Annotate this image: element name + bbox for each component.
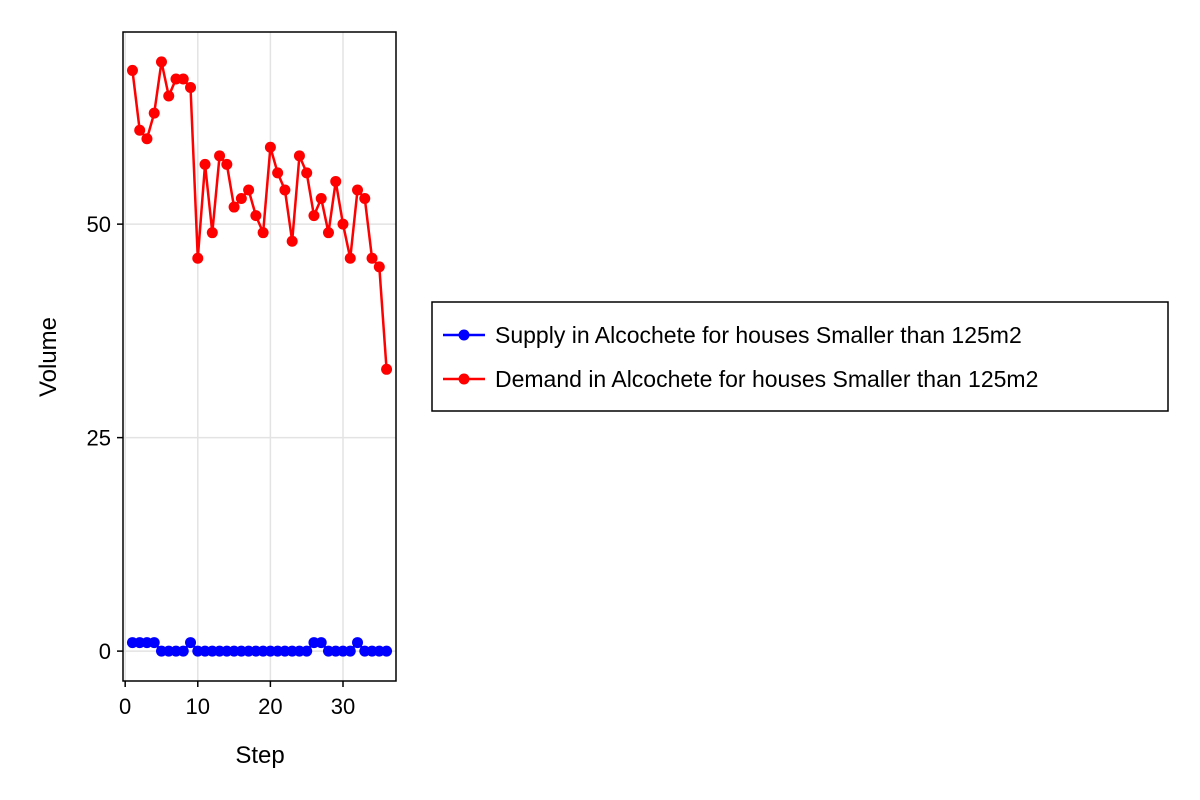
data-point-demand — [322, 227, 334, 239]
data-point-supply — [301, 645, 313, 657]
data-point-demand — [243, 184, 255, 196]
x-tick-label: 10 — [186, 694, 210, 719]
y-axis-label: Volume — [35, 317, 62, 397]
series-group — [126, 56, 393, 657]
data-point-demand — [206, 227, 218, 239]
data-point-demand — [228, 201, 240, 213]
series-demand — [126, 56, 393, 375]
data-point-demand — [221, 158, 233, 170]
data-point-demand — [315, 193, 327, 205]
data-point-supply — [315, 637, 327, 649]
data-point-demand — [199, 158, 211, 170]
data-point-demand — [301, 167, 313, 179]
data-point-demand — [177, 73, 189, 85]
data-point-demand — [214, 150, 226, 162]
legend-label-demand: Demand in Alcochete for houses Smaller t… — [495, 366, 1038, 392]
data-point-demand — [272, 167, 284, 179]
plot-frame — [122, 31, 397, 682]
data-point-supply — [177, 645, 189, 657]
data-point-demand — [257, 227, 269, 239]
legend-swatch-demand-marker — [458, 373, 470, 385]
y-tick-label: 25 — [87, 426, 111, 451]
x-tick-label: 30 — [331, 694, 355, 719]
data-point-supply — [148, 637, 160, 649]
data-point-demand — [308, 210, 320, 222]
data-point-supply — [381, 645, 393, 657]
legend: Supply in Alcochete for houses Smaller t… — [431, 301, 1169, 412]
data-point-demand — [373, 261, 385, 273]
data-point-demand — [185, 82, 197, 94]
data-point-demand — [330, 175, 342, 187]
y-tick-label: 50 — [87, 212, 111, 237]
data-point-demand — [264, 141, 276, 153]
data-point-demand — [286, 235, 298, 247]
data-point-supply — [344, 645, 356, 657]
legend-box — [431, 301, 1169, 412]
data-point-demand — [352, 184, 364, 196]
legend-swatch-supply-marker — [458, 329, 470, 341]
data-point-demand — [337, 218, 349, 230]
data-point-demand — [141, 133, 153, 145]
data-point-demand — [155, 56, 167, 68]
x-tick-label: 20 — [258, 694, 282, 719]
data-point-demand — [235, 193, 247, 205]
legend-label-supply: Supply in Alcochete for houses Smaller t… — [495, 322, 1022, 348]
data-point-demand — [293, 150, 305, 162]
data-point-demand — [163, 90, 175, 102]
x-tick-label: 0 — [119, 694, 131, 719]
data-point-supply — [352, 637, 364, 649]
data-point-supply — [185, 637, 197, 649]
series-supply — [126, 637, 393, 657]
axis-ticks: 0 10 20 30 0 25 50 — [87, 212, 356, 719]
data-point-demand — [381, 363, 393, 375]
data-point-demand — [148, 107, 160, 119]
data-point-demand — [134, 124, 146, 136]
x-axis-label: Step — [235, 742, 284, 769]
data-point-demand — [192, 252, 204, 264]
data-point-demand — [359, 193, 371, 205]
data-point-demand — [250, 210, 262, 222]
data-point-demand — [279, 184, 291, 196]
data-point-demand — [366, 252, 378, 264]
data-point-demand — [126, 64, 138, 76]
grid-lines — [123, 32, 396, 681]
y-tick-label: 0 — [99, 639, 111, 664]
data-point-demand — [344, 252, 356, 264]
